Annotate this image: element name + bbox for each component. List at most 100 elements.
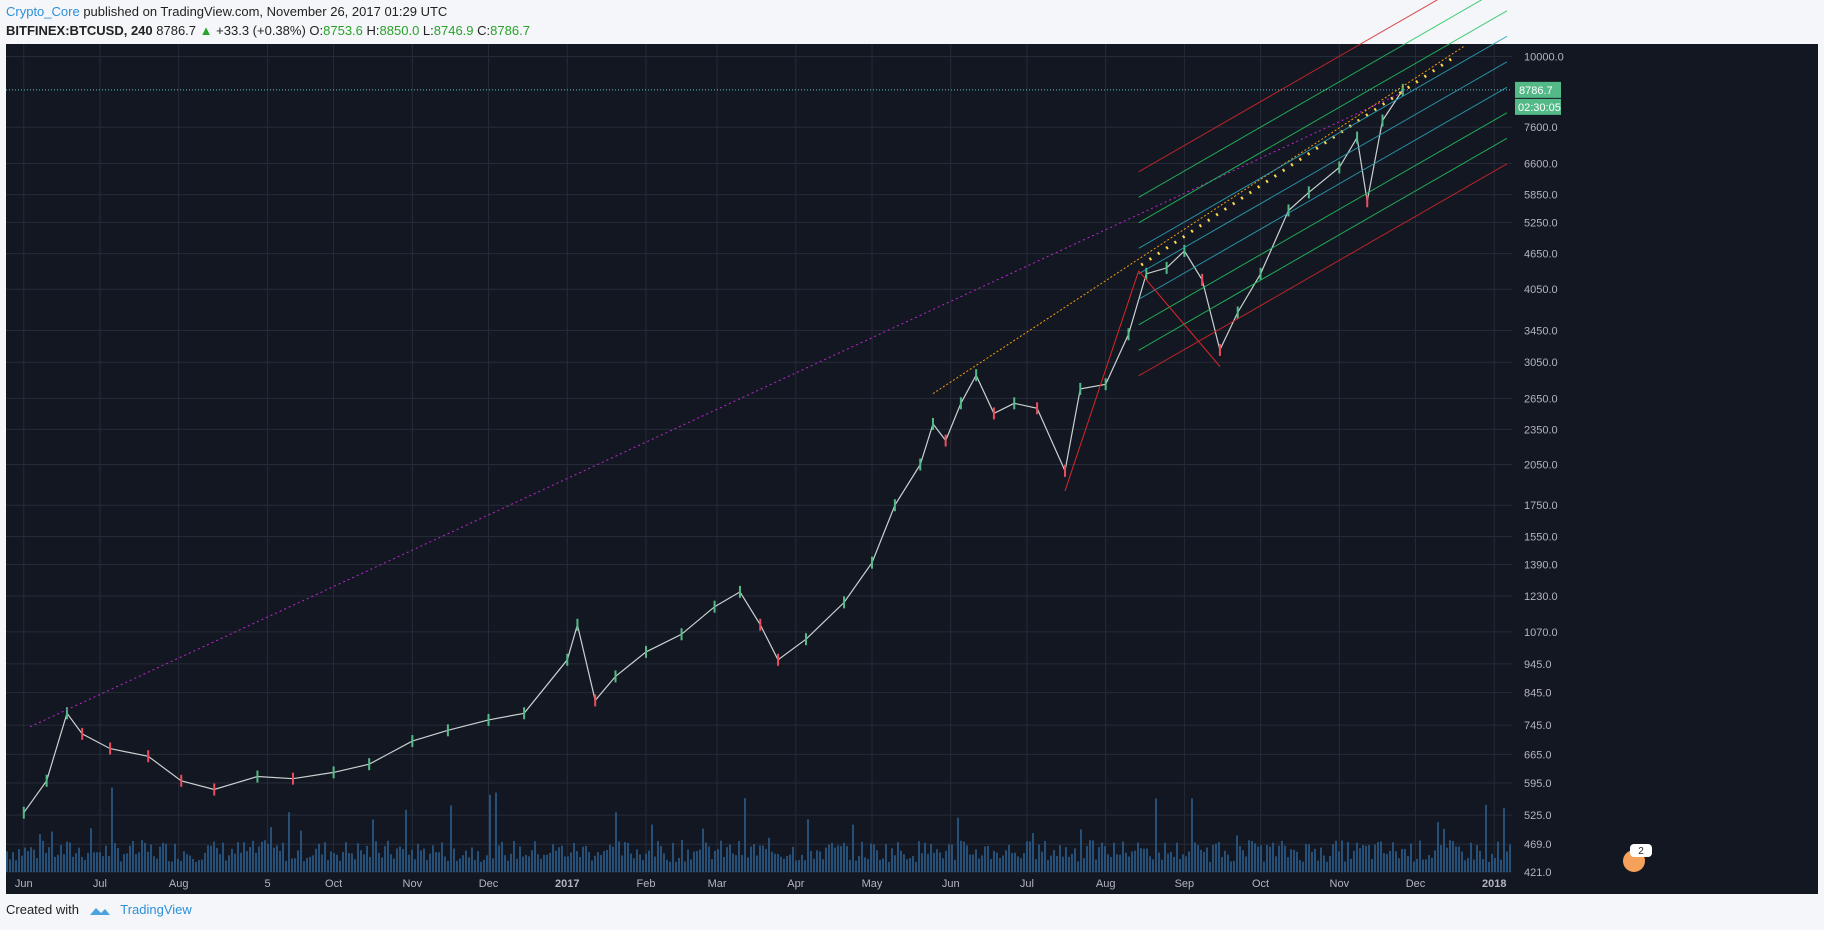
volume-bar <box>1473 859 1475 872</box>
volume-bar <box>900 850 902 872</box>
volume-bar <box>1059 845 1061 872</box>
volume-bar <box>1428 855 1430 872</box>
volume-bar <box>543 854 545 872</box>
current-price-label: 8786.7 <box>1519 85 1553 97</box>
volume-bar <box>1365 845 1367 872</box>
volume-bar <box>486 855 488 872</box>
pitchfork-handle <box>1064 270 1140 492</box>
volume-bar <box>1047 859 1049 872</box>
volume-bar <box>1140 848 1142 872</box>
y-tick-label: 1750.0 <box>1524 500 1558 512</box>
chart-plot-area[interactable] <box>6 44 1512 872</box>
volume-bar <box>864 857 866 872</box>
volume-bar <box>1242 850 1244 872</box>
x-tick-label: 5 <box>265 878 271 890</box>
volume-bar <box>1203 851 1205 872</box>
volume-bar <box>1419 840 1421 872</box>
volume-bar <box>675 861 677 872</box>
volume-bar <box>60 844 62 872</box>
volume-bar <box>738 841 740 872</box>
volume-bar <box>123 854 125 872</box>
volume-bar <box>909 858 911 872</box>
volume-bar <box>915 861 917 872</box>
volume-bar <box>1341 840 1343 872</box>
volume-bar <box>369 856 371 872</box>
x-tick-label: Nov <box>1330 878 1350 890</box>
volume-bar <box>948 844 950 872</box>
volume-bar <box>1281 840 1283 872</box>
y-tick-label: 1390.0 <box>1524 560 1558 572</box>
volume-bar <box>663 853 665 872</box>
volume-bar <box>1248 840 1250 872</box>
volume-bar <box>768 837 770 872</box>
volume-bar <box>936 849 938 872</box>
volume-bar <box>540 858 542 872</box>
volume-bar <box>621 855 623 872</box>
open-label: O: <box>309 23 324 38</box>
volume-bar <box>258 846 260 872</box>
x-tick-label: Oct <box>1252 878 1269 890</box>
volume-bar <box>1119 854 1121 872</box>
x-tick-label: Oct <box>325 878 342 890</box>
volume-bar <box>1251 841 1253 872</box>
volume-bar <box>783 858 785 872</box>
volume-bar <box>204 852 206 872</box>
volume-bar <box>1326 861 1328 872</box>
volume-bar <box>639 854 641 872</box>
volume-bar <box>600 854 602 872</box>
volume-bar <box>339 860 341 872</box>
volume-bar <box>984 846 986 872</box>
volume-bar <box>771 851 773 872</box>
volume-bar <box>729 844 731 872</box>
volume-bar <box>624 842 626 872</box>
volume-bar <box>243 842 245 872</box>
price-change: +33.3 (+0.38%) <box>216 23 306 38</box>
published-text: published on TradingView.com, November 2… <box>83 4 448 19</box>
volume-bar <box>570 852 572 872</box>
volume-bar <box>564 856 566 872</box>
volume-bar <box>405 809 407 872</box>
volume-bar <box>1086 846 1088 872</box>
tradingview-link[interactable]: TradingView <box>120 902 192 917</box>
ohlc-line: BITFINEX:BTCUSD, 240 8786.7 ▲ +33.3 (+0.… <box>6 23 530 38</box>
pitchfork-line <box>1138 35 1508 249</box>
volume-bar <box>516 858 518 872</box>
volume-bar <box>69 842 71 872</box>
volume-bar <box>1209 861 1211 872</box>
volume-bar <box>393 858 395 872</box>
volume-bar <box>354 859 356 872</box>
volume-bar <box>1008 844 1010 872</box>
symbol-label[interactable]: BITFINEX:BTCUSD, 240 <box>6 23 153 38</box>
volume-bar <box>1302 861 1304 872</box>
volume-bar <box>84 860 86 872</box>
y-tick-label: 421.0 <box>1524 867 1552 879</box>
volume-bar <box>843 842 845 872</box>
volume-bar <box>1506 851 1508 872</box>
y-tick-label: 665.0 <box>1524 749 1552 761</box>
volume-bar <box>576 851 578 872</box>
volume-bar <box>327 860 329 872</box>
volume-bar <box>42 840 44 872</box>
volume-bar <box>1077 861 1079 872</box>
volume-bar <box>507 860 509 872</box>
volume-bar <box>810 850 812 872</box>
footer: Created with TradingView <box>6 902 192 924</box>
volume-bar <box>1002 855 1004 872</box>
volume-bar <box>831 842 833 872</box>
volume-bar <box>849 859 851 872</box>
volume-bar <box>1128 856 1130 872</box>
volume-bar <box>1287 857 1289 872</box>
author-link[interactable]: Crypto_Core <box>6 4 80 19</box>
volume-bar <box>306 857 308 872</box>
volume-bar <box>1098 847 1100 872</box>
volume-bar <box>495 792 497 872</box>
volume-bar <box>1062 856 1064 872</box>
volume-bar <box>708 846 710 872</box>
volume-bar <box>582 846 584 872</box>
volume-bar <box>198 860 200 872</box>
volume-bar <box>129 845 131 872</box>
volume-bar <box>174 843 176 872</box>
x-tick-label: 2018 <box>1482 878 1506 890</box>
volume-bar <box>1131 851 1133 872</box>
